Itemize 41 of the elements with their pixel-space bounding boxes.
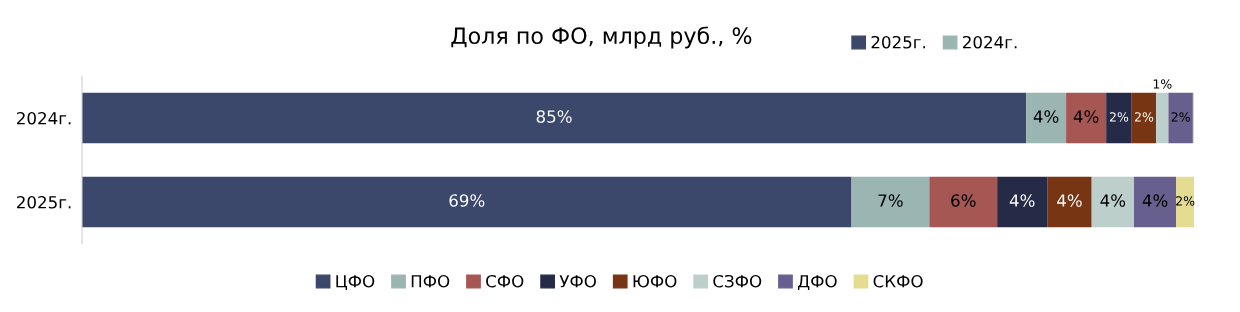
legend-label: ЦФО — [336, 274, 375, 290]
data-label: 69% — [449, 194, 485, 207]
data-label: 2% — [1109, 112, 1129, 122]
data-label: 4% — [1073, 110, 1099, 123]
data-label: 2% — [1134, 112, 1154, 122]
chart-title: Доля по ФО, млрд руб., % — [451, 26, 752, 49]
bar — [1026, 92, 1067, 144]
text: 2025г. — [871, 35, 926, 49]
data-label: 6% — [951, 194, 976, 207]
legend-label: ЮФО — [633, 274, 677, 288]
data-label: 4% — [1100, 194, 1126, 207]
bar — [1176, 176, 1194, 228]
bar — [1156, 92, 1169, 144]
data-label: 4% — [1033, 110, 1059, 123]
bar — [851, 176, 930, 228]
bar — [82, 176, 852, 228]
legend-label: УФО — [559, 274, 596, 288]
data-label: 85% — [536, 110, 572, 123]
data-label: 4% — [1142, 194, 1168, 207]
data-label: 4% — [1057, 194, 1082, 207]
bar — [1133, 176, 1177, 228]
bar — [82, 92, 1027, 144]
bar — [929, 176, 998, 228]
data-label: 2% — [1176, 196, 1195, 206]
data-label: 1% — [1153, 79, 1172, 89]
bar — [1047, 176, 1092, 228]
bar — [1106, 92, 1132, 144]
legend-label: СКФО — [873, 274, 923, 288]
data-label: 7% — [878, 194, 903, 207]
legend-label: ДФО — [797, 274, 837, 290]
data-label: 4% — [1009, 194, 1035, 207]
text: 2024г. — [963, 35, 1017, 49]
legend-label: СЗФО — [713, 274, 762, 288]
bar — [1168, 92, 1193, 144]
bar — [1131, 92, 1157, 144]
bar — [1066, 92, 1107, 144]
bar — [997, 176, 1048, 228]
data-label: 2% — [1171, 112, 1190, 122]
bar — [1091, 176, 1134, 228]
legend-label: ПФО — [411, 274, 450, 288]
legend-label: СФО — [486, 274, 524, 288]
